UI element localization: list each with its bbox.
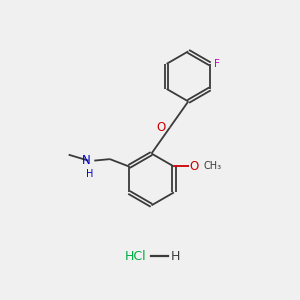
Text: H: H (86, 169, 94, 179)
Text: O: O (156, 121, 165, 134)
Text: H: H (170, 250, 180, 262)
Text: O: O (190, 160, 199, 173)
Text: CH₃: CH₃ (204, 161, 222, 172)
Text: N: N (82, 154, 91, 167)
Text: F: F (214, 59, 220, 69)
Text: HCl: HCl (124, 250, 146, 262)
